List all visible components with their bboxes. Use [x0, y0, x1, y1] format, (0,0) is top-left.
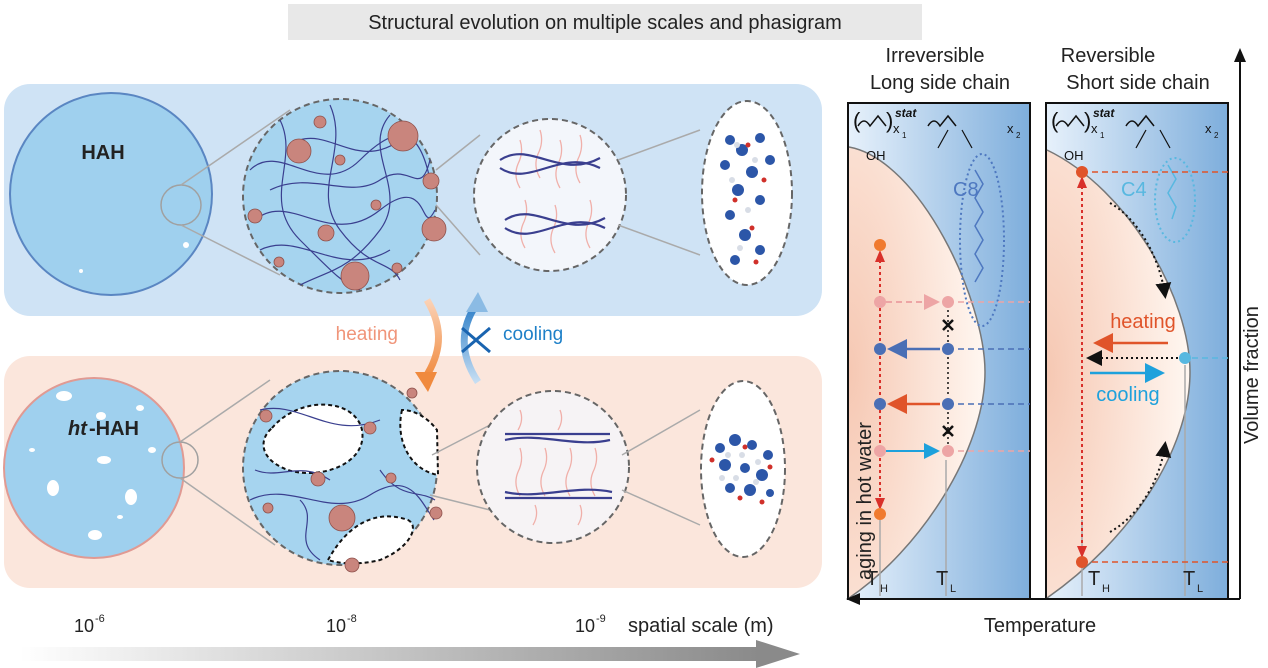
- panel-2-paren-open: (: [1051, 108, 1059, 133]
- panel-2-oh: OH: [1064, 148, 1084, 163]
- aging-label: aging in hot water: [854, 422, 876, 580]
- scale-tick-3-base: 10: [575, 616, 595, 636]
- panel-1-TH: T: [866, 568, 878, 590]
- cooling-arrow: [460, 292, 491, 384]
- scale-tick-2-exp: -8: [347, 613, 357, 625]
- panel-2-chain-label: C4: [1121, 179, 1147, 201]
- panel-1-x2: x: [1007, 121, 1014, 136]
- ht-hah-label-suffix: -HAH: [89, 418, 139, 440]
- panel-1-paren-open: (: [853, 108, 861, 133]
- panel-1-header-line1: Irreversible: [886, 45, 985, 67]
- hah-molecule: [701, 100, 793, 286]
- heating-label: heating: [336, 324, 398, 345]
- panel-2-cooling-label: cooling: [1096, 384, 1159, 406]
- panel-2-x2-sub: 2: [1214, 131, 1219, 140]
- figure-title: Structural evolution on multiple scales …: [368, 12, 842, 34]
- panel-1-stat: stat: [895, 106, 917, 120]
- scale-tick-3: 10 -9: [575, 613, 606, 636]
- panel-2-TH-sub: H: [1102, 583, 1110, 595]
- panel-2-heating-label: heating: [1110, 311, 1176, 333]
- scale-tick-1-exp: -6: [95, 613, 105, 625]
- panel-1-paren-close: ): [886, 108, 893, 133]
- panel-2-x1: x: [1091, 121, 1098, 136]
- phasigram-panel-2: Reversible Short side chain ( ) x 1 stat…: [1045, 45, 1229, 600]
- temperature-axis-label: Temperature: [984, 615, 1096, 637]
- panel-2-header-line1: Reversible: [1061, 45, 1155, 67]
- panel-2-TH: T: [1088, 568, 1100, 590]
- ht-hah-label-prefix: ht: [68, 418, 88, 440]
- scale-tick-1: 10 -6: [74, 613, 105, 636]
- panel-1-x1-sub: 1: [902, 131, 907, 140]
- panel-2-header-line2: Short side chain: [1066, 72, 1209, 94]
- scale-tick-2: 10 -8: [326, 613, 357, 636]
- scale-tick-1-base: 10: [74, 616, 94, 636]
- panel-2-stat: stat: [1093, 106, 1115, 120]
- panel-1-oh: OH: [866, 148, 886, 163]
- panel-1-TL-sub: L: [950, 583, 956, 595]
- title-box: [288, 4, 922, 40]
- scale-tick-3-exp: -9: [596, 613, 606, 625]
- volume-fraction-axis: [1234, 48, 1246, 599]
- panel-1-x1: x: [893, 121, 900, 136]
- ht-hah-network-circle: [242, 370, 491, 573]
- heating-arrow: [415, 298, 442, 392]
- panel-2-x2: x: [1205, 121, 1212, 136]
- panel-1-TL: T: [936, 568, 948, 590]
- panel-1-x2-sub: 2: [1016, 131, 1021, 140]
- panel-2-TL: T: [1183, 568, 1195, 590]
- temperature-axis: [846, 593, 1240, 605]
- scale-axis-label: spatial scale (m): [628, 615, 774, 637]
- scale-tick-2-base: 10: [326, 616, 346, 636]
- panel-2-paren-close: ): [1084, 108, 1091, 133]
- phasigram-panel-1: Irreversible Long side chain ( ) x 1 sta…: [847, 45, 1031, 600]
- hah-chain-assembly: [473, 118, 701, 272]
- panel-1-TH-sub: H: [880, 583, 888, 595]
- hah-macro-circle: [9, 92, 291, 296]
- hah-network-circle: [242, 98, 481, 294]
- volume-fraction-axis-label: Volume fraction: [1241, 306, 1263, 444]
- hah-label: HAH: [81, 142, 124, 164]
- ht-hah-chain-assembly: [476, 390, 701, 544]
- panel-2-TL-sub: L: [1197, 583, 1203, 595]
- ht-hah-macro-circle: [3, 377, 276, 559]
- ht-hah-molecule: [700, 380, 786, 558]
- panel-2-x1-sub: 1: [1100, 131, 1105, 140]
- panel-1-header-line2: Long side chain: [870, 72, 1010, 94]
- panel-1-chain-label: C8: [953, 179, 979, 201]
- cooling-label: cooling: [503, 324, 563, 345]
- scale-arrow: [20, 640, 800, 668]
